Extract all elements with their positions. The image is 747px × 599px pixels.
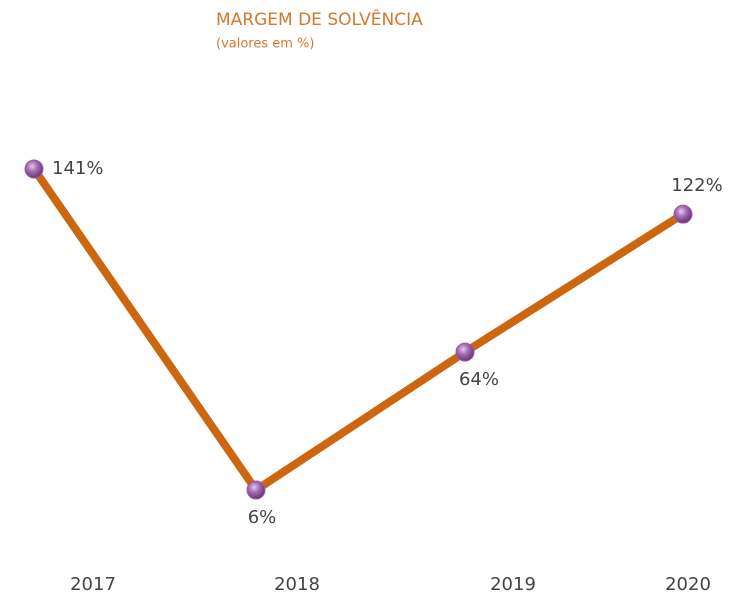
x-tick-label: 2020 [665,574,711,595]
chart-subtitle: (valores em %) [216,37,314,52]
marker [24,159,44,179]
data-label: 64% [459,369,499,390]
marker [673,204,693,224]
x-tick-label: 2019 [490,574,536,595]
data-label: 122% [671,175,722,196]
marker [455,342,475,362]
line [30,166,686,494]
marker [246,480,266,500]
x-tick-label: 2018 [274,574,320,595]
x-tick-label: 2017 [70,574,116,595]
data-label: 6% [248,507,277,528]
chart-title: MARGEM DE SOLVÊNCIA [216,8,423,30]
data-label: 141% [52,158,103,179]
